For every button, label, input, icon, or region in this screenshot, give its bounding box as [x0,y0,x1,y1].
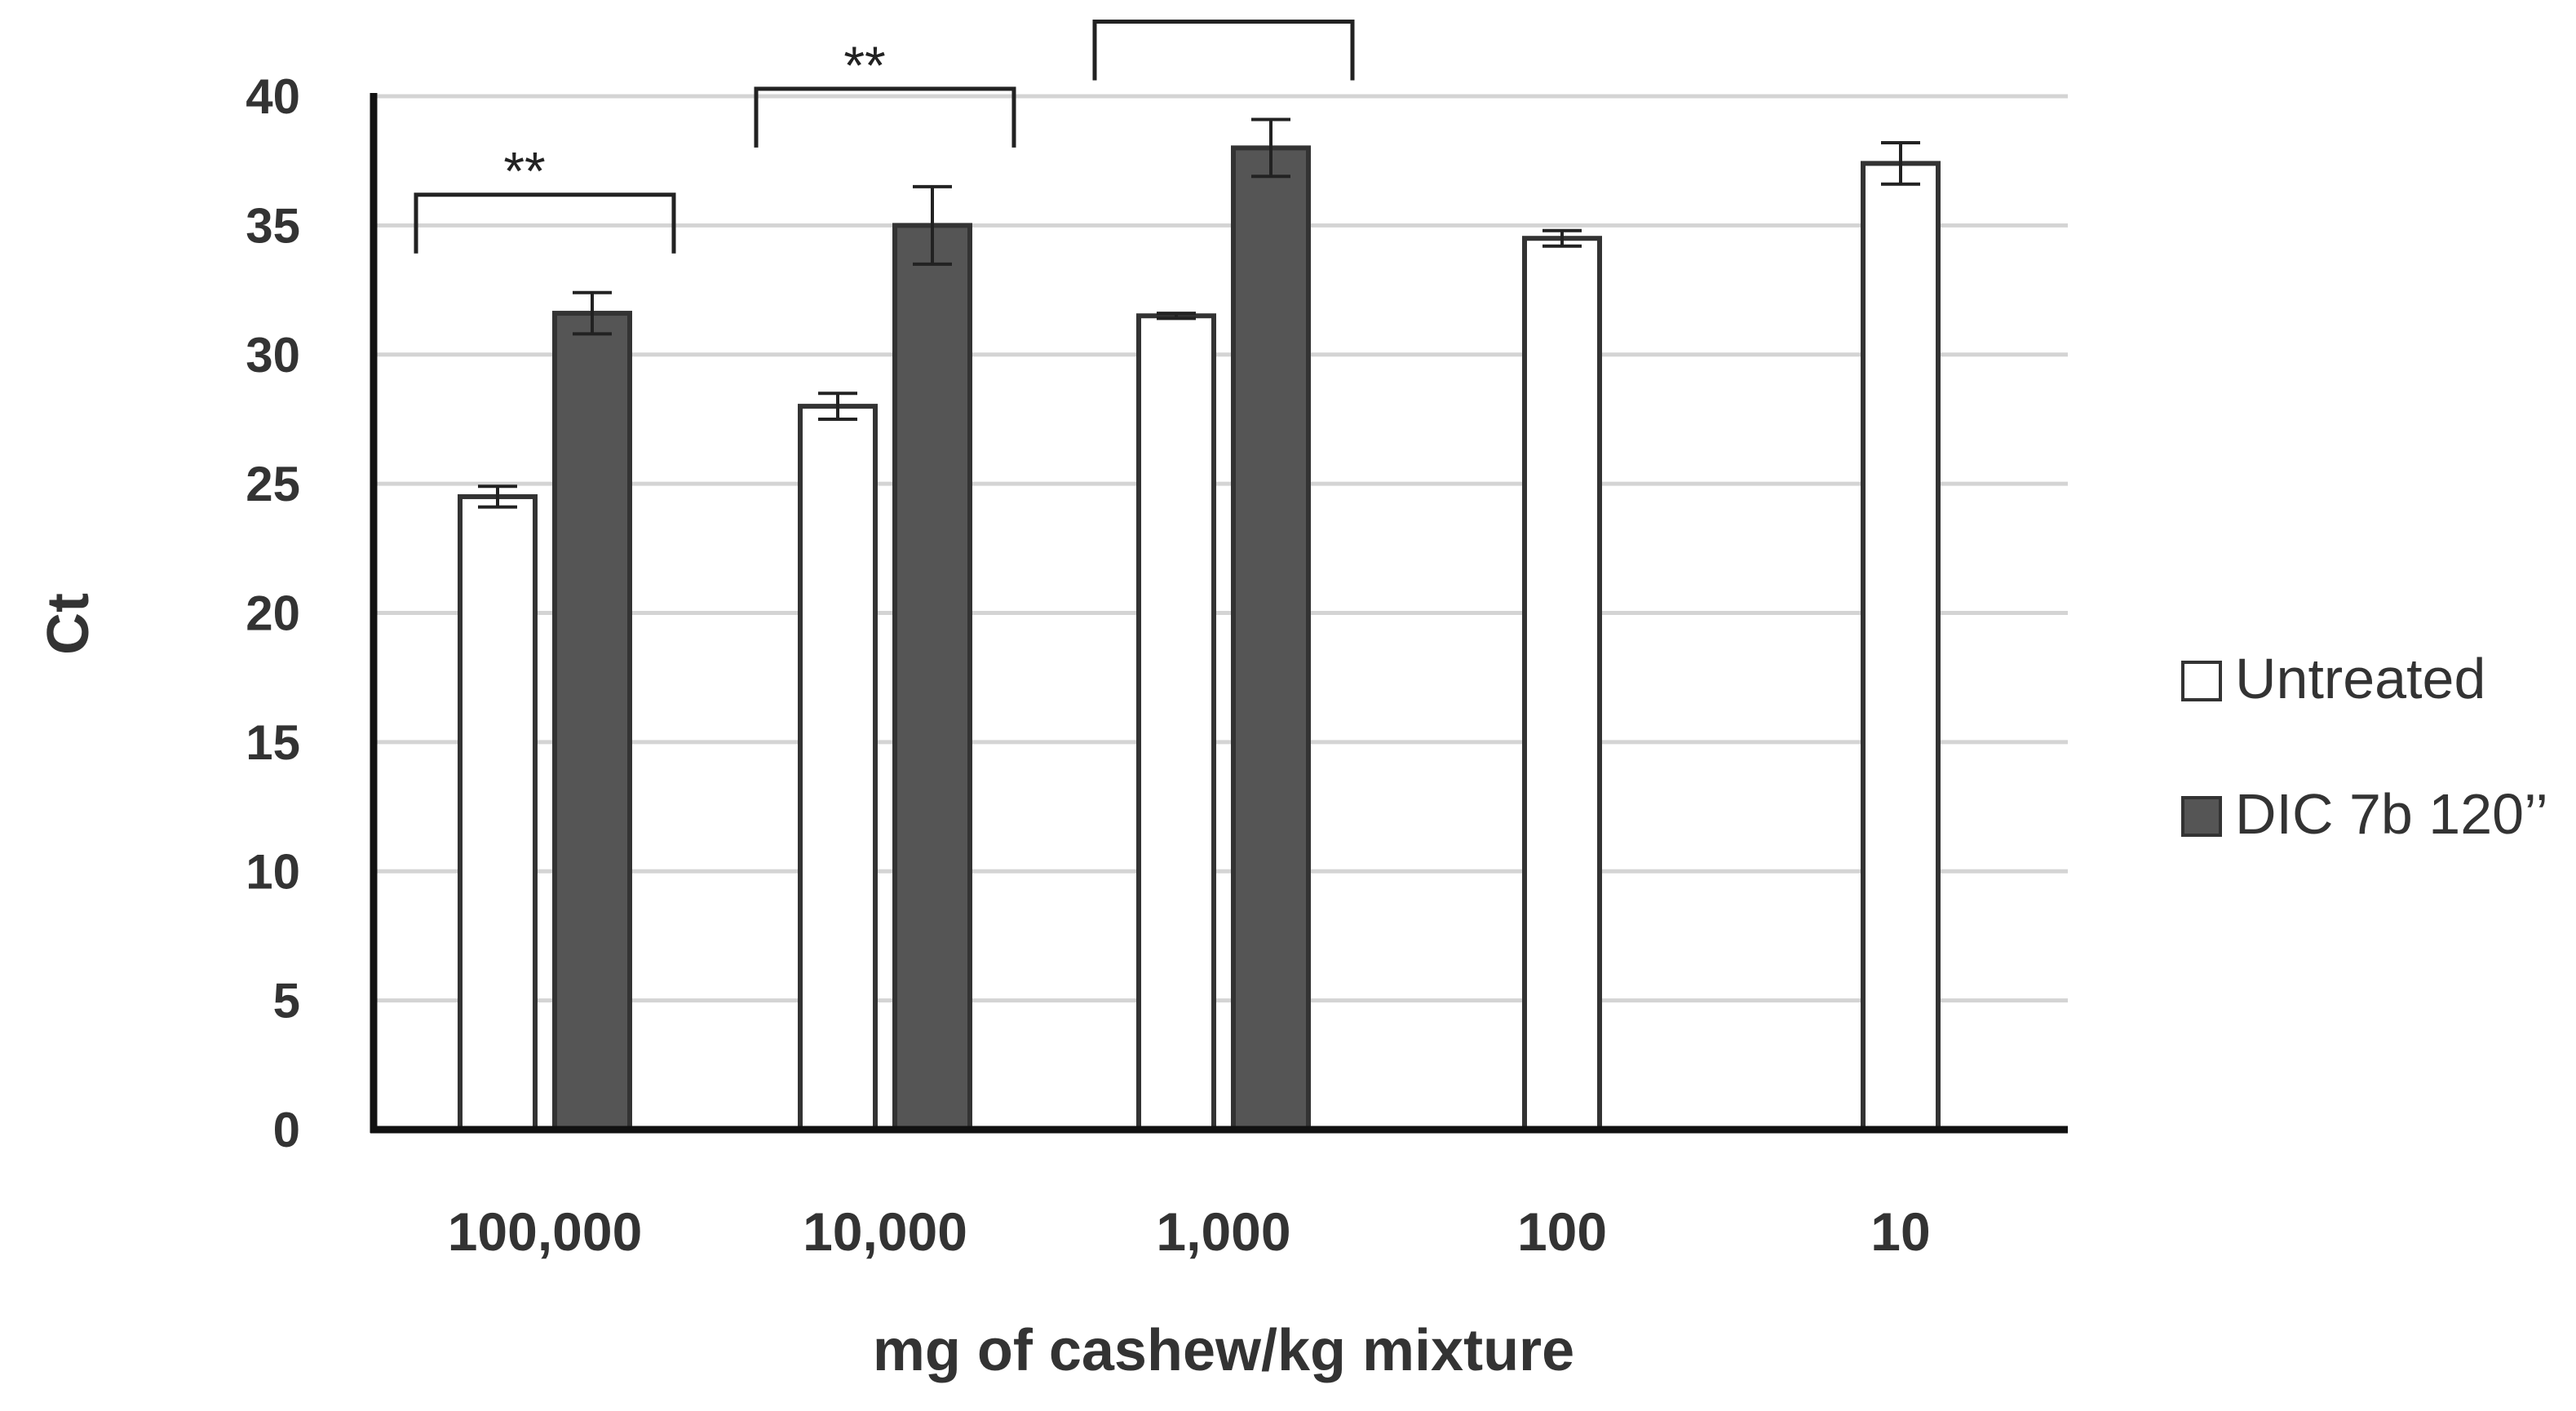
significance-label-1: ** [843,35,885,95]
significance-bracket-2 [1092,20,1355,81]
bar-untreated-0 [458,493,538,1132]
y-tick-label-20: 20 [246,586,300,641]
x-tick-label-3: 100 [1517,1201,1607,1262]
significance-brackets: ** ** ** [414,0,1355,254]
y-axis-title: Ct [36,593,101,655]
y-tick-label-5: 5 [273,974,300,1028]
bar-untreated-3 [1522,236,1602,1132]
x-tick-label-0: 100,000 [448,1201,643,1262]
legend-label-dic-7b-120: DIC 7b 120’’ [2235,782,2548,846]
y-tick-label-0: 0 [273,1103,300,1157]
significance-bracket-1 [754,86,1016,148]
bar-untreated-4 [1861,161,1941,1133]
y-tick-label-25: 25 [246,457,300,511]
legend: Untreated DIC 7b 120’’ [2181,647,2548,846]
bar-dic-7b-120-1 [892,223,972,1132]
x-tick-label-2: 1,000 [1156,1201,1290,1262]
gridlines [374,94,2068,1003]
y-tick-label-15: 15 [246,715,300,770]
bars [458,145,1941,1133]
bar-dic-7b-120-2 [1231,145,1311,1133]
axes [370,93,2068,1134]
bar-dic-7b-120-0 [552,311,632,1132]
tick-labels: 0 5 10 15 20 25 30 35 40 100,000 10,000 1,000 100 10 [246,69,1930,1262]
bar-untreated-2 [1136,313,1216,1132]
y-tick-label-10: 10 [246,844,300,899]
significance-label-0: ** [503,141,545,201]
y-tick-label-35: 35 [246,198,300,253]
x-tick-label-4: 10 [1870,1201,1930,1262]
error-bars [478,117,1920,509]
x-tick-label-1: 10,000 [803,1201,967,1262]
legend-swatch-untreated [2181,661,2222,701]
x-axis-title: mg of cashew/kg mixture [873,1318,1574,1383]
significance-bracket-0 [414,192,676,254]
bar-untreated-1 [798,404,878,1133]
y-tick-label-30: 30 [246,328,300,383]
legend-label-untreated: Untreated [2235,647,2485,710]
y-tick-label-40: 40 [246,69,300,124]
significance-label-2: ** [1182,0,1224,29]
legend-swatch-dic-7b-120 [2181,796,2222,837]
